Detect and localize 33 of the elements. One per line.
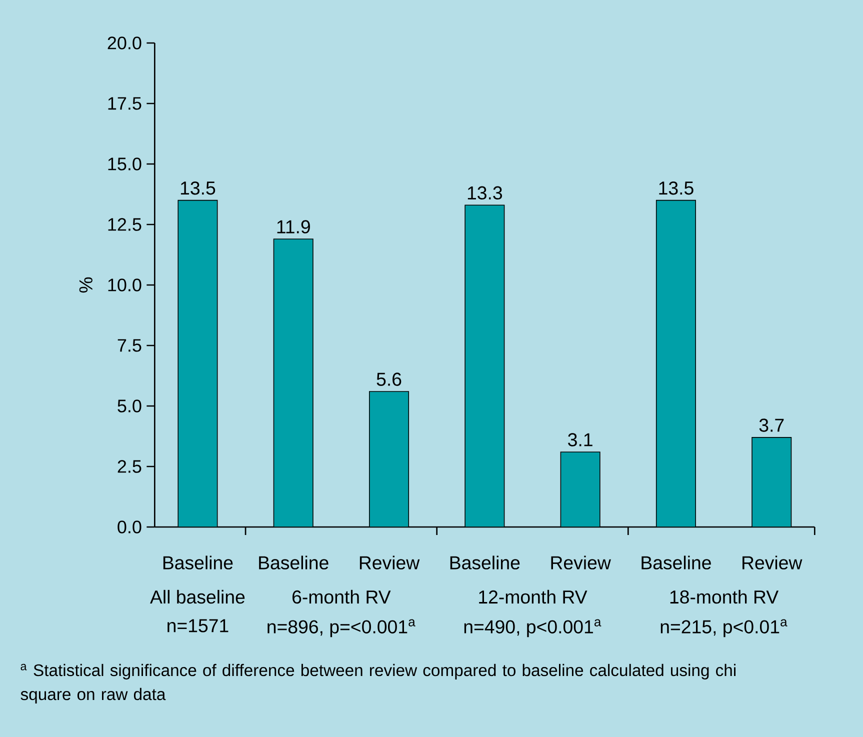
data-label: 3.7	[759, 418, 784, 432]
text: n=215, p<0.01$^{a}$	[660, 619, 788, 638]
text: 6-month RV	[292, 590, 391, 604]
data-label: 13.5	[180, 181, 216, 195]
text: n=896, p=<0.001$^{a}$	[268, 619, 416, 638]
x-tick-label: Review	[742, 556, 802, 570]
data-label: 5.6	[376, 372, 402, 386]
y-tick-label: 15.0	[108, 158, 142, 170]
x-tick-label: Baseline	[450, 556, 520, 570]
data-label: 13.5	[659, 181, 694, 195]
y-axis-title: %	[79, 277, 92, 293]
text: 18-month RV	[670, 590, 779, 604]
y-tick-label: 12.5	[108, 218, 142, 231]
text: 12-month RV	[479, 590, 588, 604]
x-tick-label: Review	[360, 556, 420, 570]
text: All baseline	[150, 590, 245, 604]
x-tick-label: Baseline	[163, 556, 233, 570]
x-tick-label: Review	[551, 556, 611, 570]
y-tick-label: 17.5	[108, 97, 142, 110]
y-tick-label: 7.5	[118, 339, 142, 352]
x-tick-label: Baseline	[259, 556, 328, 570]
data-label: 11.9	[277, 220, 310, 234]
text: n=490, p<0.001$^{a}$	[464, 619, 602, 638]
text: $^{a}$ Statistical significance of difference between review compared to baseline calculated using chi square on raw data	[20, 664, 736, 704]
x-tick-label: Baseline	[642, 556, 711, 570]
y-tick-label: 10.0	[108, 278, 142, 292]
y-tick-label: 2.5	[118, 460, 142, 473]
y-tick-label: 5.0	[118, 400, 142, 412]
data-label: 13.3	[468, 186, 502, 200]
text: n=1571	[168, 619, 228, 632]
data-label: 3.1	[568, 433, 592, 446]
y-tick-label: 0.0	[118, 520, 142, 534]
y-tick-label: 20.0	[108, 36, 142, 50]
